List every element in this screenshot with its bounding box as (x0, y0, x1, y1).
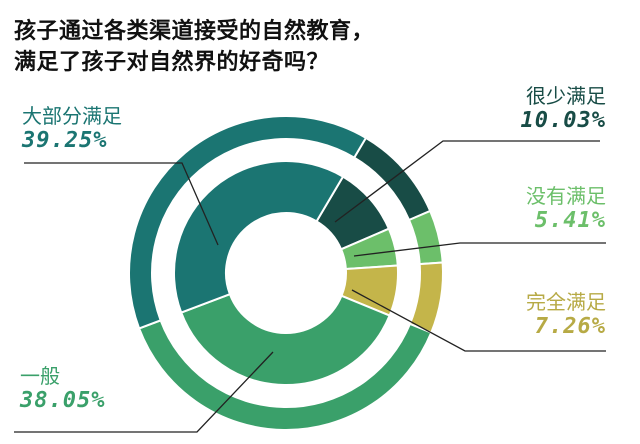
label-mostly: 大部分满足 39.25% (22, 104, 122, 154)
label-none: 没有满足 5.41% (526, 184, 606, 234)
label-none-name: 没有满足 (526, 184, 606, 208)
label-fully-pct: 7.26% (534, 314, 606, 339)
leader-line-fully (351, 289, 606, 352)
label-rarely-name: 很少满足 (526, 84, 606, 108)
leader-line-none (353, 242, 606, 257)
outer-ring-slice (408, 261, 444, 334)
label-mostly-pct: 39.25% (22, 128, 108, 153)
label-fully: 完全满足 7.26% (526, 290, 606, 340)
label-fully-name: 完全满足 (526, 290, 606, 314)
label-rarely-pct: 10.03% (520, 108, 606, 133)
leader-lines (14, 140, 606, 433)
label-average-pct: 38.05% (20, 388, 106, 413)
outer-ring-slice (407, 209, 444, 266)
label-none-pct: 5.41% (534, 208, 606, 233)
outer-ring-slice (128, 115, 368, 330)
label-average-name: 一般 (20, 364, 60, 388)
inner-ring-slice (173, 160, 345, 314)
label-mostly-name: 大部分满足 (22, 104, 122, 128)
leader-line-mostly (24, 162, 219, 246)
chart-title-line1: 孩子通过各类渠道接受的自然教育， (14, 19, 375, 44)
label-average: 一般 38.05% (20, 364, 105, 414)
chart-rings (128, 115, 444, 431)
label-rarely: 很少满足 10.03% (521, 84, 606, 134)
inner-ring-slice (179, 292, 391, 386)
chart-title-line2: 满足了孩子对自然界的好奇吗？ (14, 50, 330, 75)
leader-line-average (14, 351, 274, 433)
chart-title: 孩子通过各类渠道接受的自然教育， 满足了孩子对自然界的好奇吗？ (14, 16, 374, 78)
leader-line-rarely (334, 140, 600, 223)
